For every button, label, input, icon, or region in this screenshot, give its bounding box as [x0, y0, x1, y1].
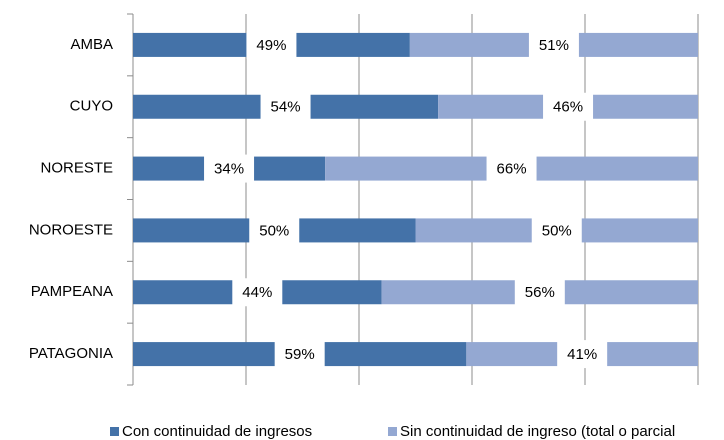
- y-tick-label: CUYO: [70, 98, 113, 115]
- value-label: 66%: [497, 161, 527, 178]
- value-label: 59%: [285, 346, 315, 363]
- value-label-box: [486, 154, 537, 183]
- legend-label: Sin continuidad de ingreso (total o parc…: [400, 423, 675, 440]
- value-label-box: [249, 216, 300, 245]
- value-label-box: [557, 340, 608, 369]
- value-label: 50%: [259, 222, 289, 239]
- y-tick-label: AMBA: [70, 36, 113, 53]
- legend-swatch: [388, 427, 397, 436]
- value-label-box: [260, 92, 311, 121]
- value-label: 34%: [214, 161, 244, 178]
- value-label-box: [531, 216, 582, 245]
- value-label: 54%: [271, 99, 301, 116]
- y-tick-label: PAMPEANA: [31, 283, 113, 300]
- value-label: 49%: [256, 37, 286, 54]
- value-label: 46%: [553, 99, 583, 116]
- value-label: 41%: [567, 346, 597, 363]
- value-label-box: [246, 30, 297, 59]
- value-label-box: [514, 278, 565, 307]
- value-label-box: [528, 30, 579, 59]
- legend-swatch: [110, 427, 119, 436]
- y-tick-label: PATAGONIA: [29, 345, 113, 362]
- value-label: 51%: [539, 37, 569, 54]
- value-label-box: [232, 278, 283, 307]
- y-tick-label: NOROESTE: [29, 221, 113, 238]
- y-tick-label: NORESTE: [40, 160, 113, 177]
- value-label-box: [543, 92, 594, 121]
- value-label: 44%: [242, 284, 272, 301]
- value-label: 50%: [542, 222, 572, 239]
- value-label-box: [274, 340, 325, 369]
- value-label: 56%: [525, 284, 555, 301]
- legend-label: Con continuidad de ingresos: [122, 423, 312, 440]
- value-label-box: [204, 154, 255, 183]
